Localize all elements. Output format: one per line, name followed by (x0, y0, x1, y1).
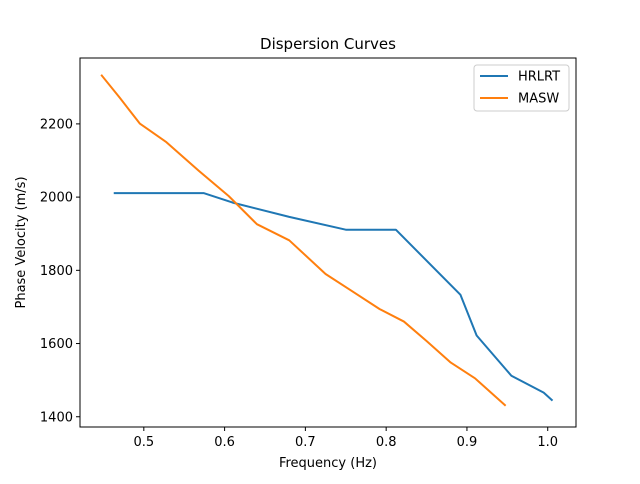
y-tick-label: 1800 (40, 264, 73, 279)
x-axis-label: Frequency (Hz) (279, 456, 377, 471)
y-axis-ticks: 1400 1600 1800 2000 2200 (40, 117, 80, 425)
y-tick-label: 1600 (40, 337, 73, 352)
x-tick-label: 0.9 (457, 435, 478, 450)
x-tick-label: 0.6 (214, 435, 235, 450)
x-tick-label: 1.0 (537, 435, 558, 450)
y-tick-label: 2000 (40, 191, 73, 206)
x-tick-label: 0.5 (133, 435, 154, 450)
series-layer (100, 74, 554, 407)
legend-label-hrlrt: HRLRT (518, 70, 560, 85)
x-tick-label: 0.8 (376, 435, 397, 450)
y-axis-label: Phase Velocity (m/s) (14, 176, 29, 308)
chart-title: Dispersion Curves (260, 35, 396, 53)
legend-label-masw: MASW (518, 92, 559, 107)
y-tick-label: 1400 (40, 410, 73, 425)
plot-area-frame (79, 57, 577, 428)
series-line-hrlrt (113, 192, 554, 402)
x-tick-label: 0.7 (295, 435, 316, 450)
y-tick-label: 2200 (40, 117, 73, 132)
legend: HRLRT MASW (473, 64, 570, 112)
series-line-masw (100, 74, 507, 407)
x-axis-ticks: 0.5 0.6 0.7 0.8 0.9 1.0 (133, 427, 558, 450)
